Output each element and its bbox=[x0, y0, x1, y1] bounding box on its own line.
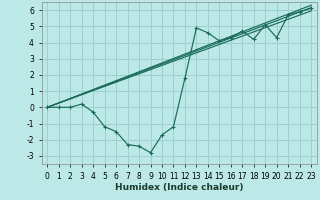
X-axis label: Humidex (Indice chaleur): Humidex (Indice chaleur) bbox=[115, 183, 244, 192]
